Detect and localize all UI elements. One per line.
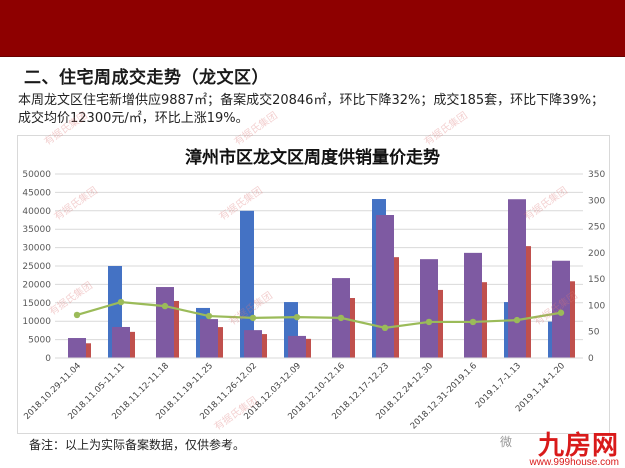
bar-units: [376, 215, 394, 358]
right-axis-tick: 150: [588, 275, 605, 285]
price-line: [76, 300, 562, 329]
bar-supply: [240, 210, 254, 358]
price-marker: [425, 318, 433, 326]
right-axis-tick: 250: [588, 223, 605, 233]
price-marker: [337, 314, 345, 322]
right-axis-tick: 350: [588, 170, 605, 180]
wechat-icon: 微: [500, 435, 513, 449]
price-marker: [557, 309, 565, 316]
left-axis-tick: 20000: [22, 280, 51, 290]
price-marker: [161, 302, 169, 310]
price-marker: [293, 313, 301, 321]
left-axis-tick: 15000: [22, 299, 51, 309]
left-axis-tick: 35000: [22, 225, 51, 235]
right-axis-tick: 50: [588, 328, 600, 338]
left-axis-tick: 0: [45, 354, 51, 364]
bar-units: [156, 287, 174, 358]
bar-units: [288, 335, 306, 358]
price-marker: [117, 298, 125, 306]
bar-units: [68, 338, 86, 358]
bar-units: [552, 260, 570, 358]
right-axis-tick: 200: [588, 249, 605, 259]
bar-units: [420, 259, 438, 358]
section-title: 二、住宅周成交走势（龙文区）: [24, 68, 269, 88]
right-axis-tick: 100: [588, 301, 605, 311]
left-axis-tick: 10000: [22, 317, 51, 327]
left-axis-tick: 30000: [22, 244, 51, 254]
chart-frame: [17, 135, 610, 434]
left-axis-tick: 50000: [22, 170, 51, 180]
site-logo: 微 九房网 www.999house.com: [500, 425, 625, 468]
left-axis-tick: 40000: [22, 207, 51, 217]
bar-units: [112, 326, 130, 358]
left-axis-tick: 45000: [22, 188, 51, 198]
header-bar: [0, 0, 625, 57]
x-axis-label: 2019.1.7-1.13: [474, 361, 523, 410]
bar-units: [464, 252, 482, 358]
price-marker: [381, 324, 389, 332]
price-marker: [513, 316, 521, 324]
price-marker: [73, 311, 81, 319]
right-axis-tick: 300: [588, 196, 605, 206]
chart-title: 漳州市区龙文区周度供销量价走势: [185, 148, 440, 168]
bar-units: [200, 319, 218, 358]
footnote: 备注：以上为实际备案数据，仅供参考。: [29, 438, 246, 452]
right-axis-tick: 0: [588, 354, 594, 364]
price-marker: [469, 318, 477, 326]
bar-units: [508, 199, 526, 358]
left-axis-tick: 5000: [28, 336, 51, 346]
logo-text: 九房网: [537, 431, 619, 461]
summary-text: 本周龙文区住宅新增供应9887㎡；备案成交20846㎡，环比下降32%；成交18…: [18, 93, 605, 126]
price-marker: [249, 314, 257, 322]
bar-units: [244, 330, 262, 358]
left-axis-tick: 25000: [22, 262, 51, 272]
price-marker: [205, 312, 213, 320]
logo-url: www.999house.com: [529, 457, 620, 468]
